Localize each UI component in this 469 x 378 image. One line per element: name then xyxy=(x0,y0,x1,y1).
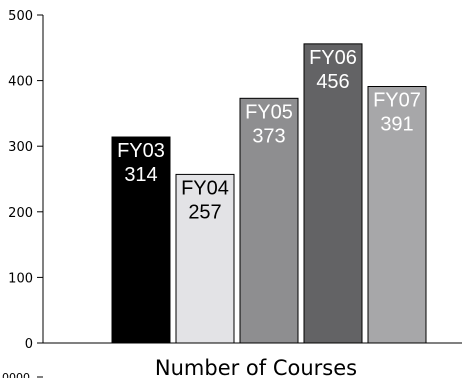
bar-value-label: 456 xyxy=(316,71,349,93)
y-axis: 0 100 200 300 400 500 xyxy=(8,9,44,352)
bar-category-label: FY05 xyxy=(245,101,293,123)
bar-fy05 xyxy=(239,97,299,344)
bar-fy04 xyxy=(175,173,235,344)
y-tick-label: 200 xyxy=(8,206,33,221)
bar-value-label: 257 xyxy=(188,201,221,223)
bar-category-label: FY06 xyxy=(309,47,357,69)
bar-fy07 xyxy=(367,86,427,344)
bar-fy03 xyxy=(111,136,171,344)
x-axis-label: Number of Courses xyxy=(155,356,357,378)
bar-category-label: FY07 xyxy=(373,90,421,112)
cutoff-tick: 0000 xyxy=(2,371,43,378)
y-tick-label: 100 xyxy=(8,271,33,286)
bar-value-label: 314 xyxy=(124,164,157,186)
bar-fy06 xyxy=(303,43,363,344)
y-tick-label: 500 xyxy=(8,9,33,24)
y-tick-label: 0 xyxy=(25,337,33,352)
y-tick-label: 400 xyxy=(8,75,33,90)
bar-value-label: 373 xyxy=(252,125,285,147)
cutoff-tick-label: 0000 xyxy=(2,371,30,378)
bar-category-label: FY04 xyxy=(181,177,229,199)
bar-value-label: 391 xyxy=(380,114,413,136)
bar-category-label: FY03 xyxy=(117,140,165,162)
y-tick-label: 300 xyxy=(8,140,33,155)
